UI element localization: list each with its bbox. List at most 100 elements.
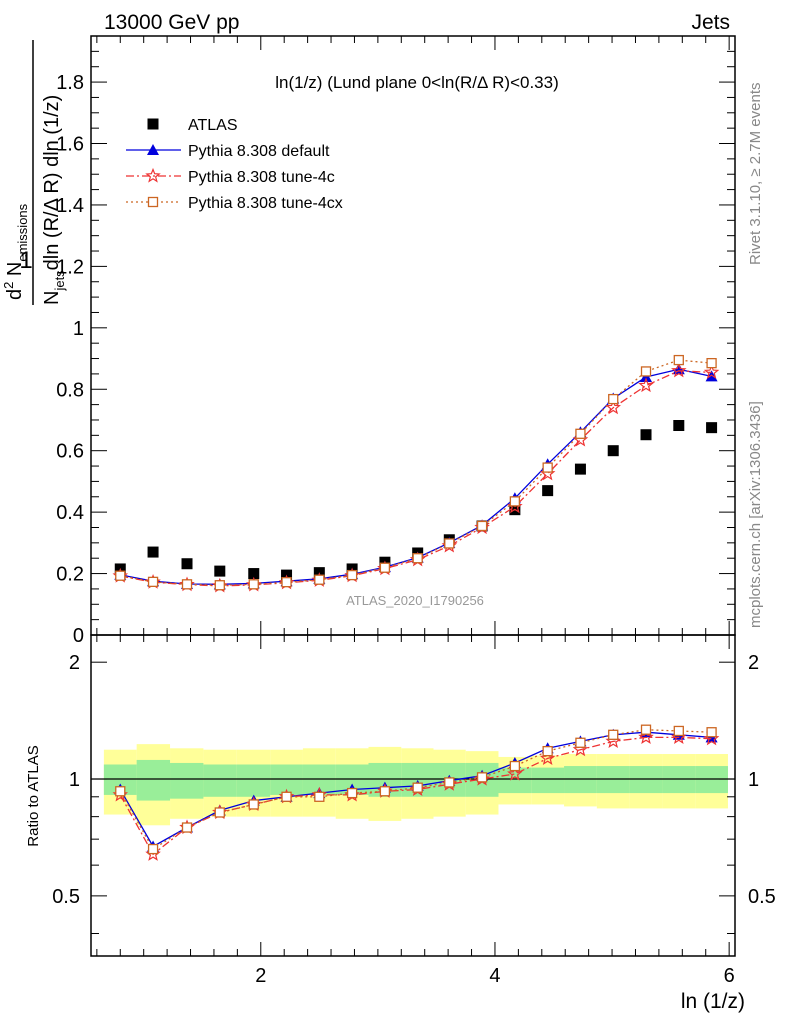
point-atlas [248,568,260,580]
x-axis-label: ln (1/z) [681,990,745,1013]
point-pythia-8-308-tune-4cx [412,553,423,564]
legend-marker-atlas [147,118,159,130]
band-inner [236,764,271,797]
point-atlas [181,558,193,570]
point-pythia-8-308-tune-4cx [476,520,488,532]
y-axis-label-main: 1 d2 Nemissions Njetsdln (R/Δ R) dln (1/… [1,40,67,305]
ratio-point-pythia-8-308-tune-4c [507,765,523,781]
legend: ATLAS Pythia 8.308 default Pythia 8.308 tu… [126,117,343,212]
ratio-point-pythia-8-308-tune-4cx [575,737,586,748]
y-tick-label-main: 1.8 [56,72,84,94]
y-tick-label-main: 0.2 [56,564,84,586]
ratio-point-pythia-8-308-tune-4cx [640,724,652,735]
ratio-point-pythia-8-308-tune-4cx [346,787,358,799]
ratio-y-tick-label-right: 0.5 [748,886,776,908]
y-tick-label-main: 1 [73,318,84,340]
header-right: Jets [691,11,730,34]
y-axis-label-ratio: Ratio to ATLAS [25,745,42,846]
ratio-point-pythia-8-308-tune-4cx [412,782,423,793]
point-pythia-8-308-tune-4c [638,377,654,393]
ratio-point-pythia-8-308-tune-4cx [181,822,193,833]
mcplots-label: mcplots.cern.ch [arXiv:1306.3436] [747,401,764,628]
point-pythia-8-308-tune-4cx [706,357,717,369]
point-pythia-8-308-tune-4cx [214,580,225,591]
y-tick-label-main: 1.2 [56,256,84,278]
point-atlas [214,565,226,577]
svg-text:Njetsdln (R/Δ R) dln (1/z): Njetsdln (R/Δ R) dln (1/z) [41,95,67,305]
point-pythia-8-308-tune-4c [605,399,621,415]
ratio-point-pythia-8-308-tune-4cx [115,786,126,797]
band-inner [170,762,204,799]
ratio-point-pythia-8-308-tune-4cx [147,843,159,855]
legend-label-atlas: ATLAS [188,117,238,134]
ratio-point-pythia-8-308-tune-4cx [542,745,553,757]
point-pythia-8-308-tune-4c [671,362,687,378]
legend-marker-pythia-8-308-default [147,144,159,155]
main-panel: 0 0.2 0.4 0.6 0.8 1 1.2 1.4 1.6 1.8 ln(1/z) (Lund… [56,35,736,647]
point-pythia-8-308-tune-4c [703,364,720,379]
legend-label-pythia-8-308-default: Pythia 8.308 default [188,143,330,160]
point-pythia-8-308-tune-4cx [346,569,358,581]
band-inner [203,764,237,797]
point-atlas [574,463,586,475]
legend-label-pythia-8-308-tune-4cx: Pythia 8.308 tune-4cx [188,195,343,212]
svg-text:d2 Nemissions: d2 Nemissions [1,203,30,300]
ratio-frame [90,634,736,957]
point-pythia-8-308-tune-4cx [444,538,455,549]
point-atlas [542,485,554,497]
y-tick-label-main: 0 [73,625,84,647]
point-pythia-8-308-tune-4cx [281,577,292,588]
ratio-y-tick-label-left: 0.5 [52,886,80,908]
x-tick-label: 2 [255,965,266,987]
x-tick-label: 6 [724,965,735,987]
point-atlas [673,420,685,432]
ratio-y-tick-label-right: 2 [748,652,759,674]
y-tick-label-main: 0.6 [56,441,84,463]
point-pythia-8-308-tune-4cx [314,574,325,585]
legend-marker-pythia-8-308-tune-4c [145,167,161,183]
ratio-point-pythia-8-308-tune-4cx [314,791,325,802]
chart-title: ln(1/z) (Lund plane 0<ln(R/Δ R)<0.33) [275,73,559,92]
ratio-point-pythia-8-308-tune-4cx [476,772,488,783]
svg-text:1: 1 [19,247,32,274]
ratio-point-pythia-8-308-tune-4cx [509,760,521,772]
header-left: 13000 GeV pp [104,11,239,34]
point-pythia-8-308-tune-4cx [379,562,391,573]
ratio-y-tick-label-right: 1 [748,769,759,791]
ratio-point-pythia-8-308-tune-4c [539,750,556,766]
point-pythia-8-308-tune-4cx [608,393,619,405]
ratio-panel: 2 4 6 0.5 0.5 1 1 2 2 [52,634,776,987]
analysis-label: ATLAS_2020_I1790256 [346,593,484,608]
ratio-y-tick-label-left: 2 [69,652,80,674]
rivet-label: Rivet 3.1.10, ≥ 2.7M events [747,83,764,266]
ratio-y-tick-label-left: 1 [69,769,80,791]
band-inner [531,767,565,794]
point-pythia-8-308-tune-4cx [640,366,652,377]
point-pythia-8-308-tune-4cx [575,428,586,439]
ratio-point-pythia-8-308-tune-4cx [281,791,292,802]
point-atlas [147,546,159,558]
y-tick-label-main: 1.4 [56,195,84,217]
point-pythia-8-308-tune-4cx [115,570,126,581]
y-tick-label-main: 1.6 [56,134,84,156]
point-atlas [706,422,718,434]
ratio-point-pythia-8-308-tune-4cx [444,777,455,788]
ratio-point-pythia-8-308-tune-4cx [608,729,619,740]
point-pythia-8-308-tune-4cx [542,462,553,473]
point-pythia-8-308-tune-4cx [181,579,193,590]
ratio-point-pythia-8-308-tune-4cx [706,727,717,738]
ratio-point-pythia-8-308-tune-4cx [673,725,684,737]
ratio-point-pythia-8-308-tune-4c [638,729,654,745]
point-pythia-8-308-tune-4cx [248,579,259,590]
point-pythia-8-308-tune-4cx [673,354,684,366]
ratio-point-pythia-8-308-tune-4cx [379,786,391,797]
point-atlas [607,445,619,457]
ratio-point-pythia-8-308-tune-4cx [214,807,225,818]
y-tick-label-main: 0.4 [56,502,84,524]
y-tick-label-main: 0.8 [56,379,84,401]
band-inner [498,767,532,794]
legend-label-pythia-8-308-tune-4c: Pythia 8.308 tune-4c [188,169,335,186]
point-atlas [640,429,652,441]
ratio-point-pythia-8-308-tune-4cx [248,799,259,810]
